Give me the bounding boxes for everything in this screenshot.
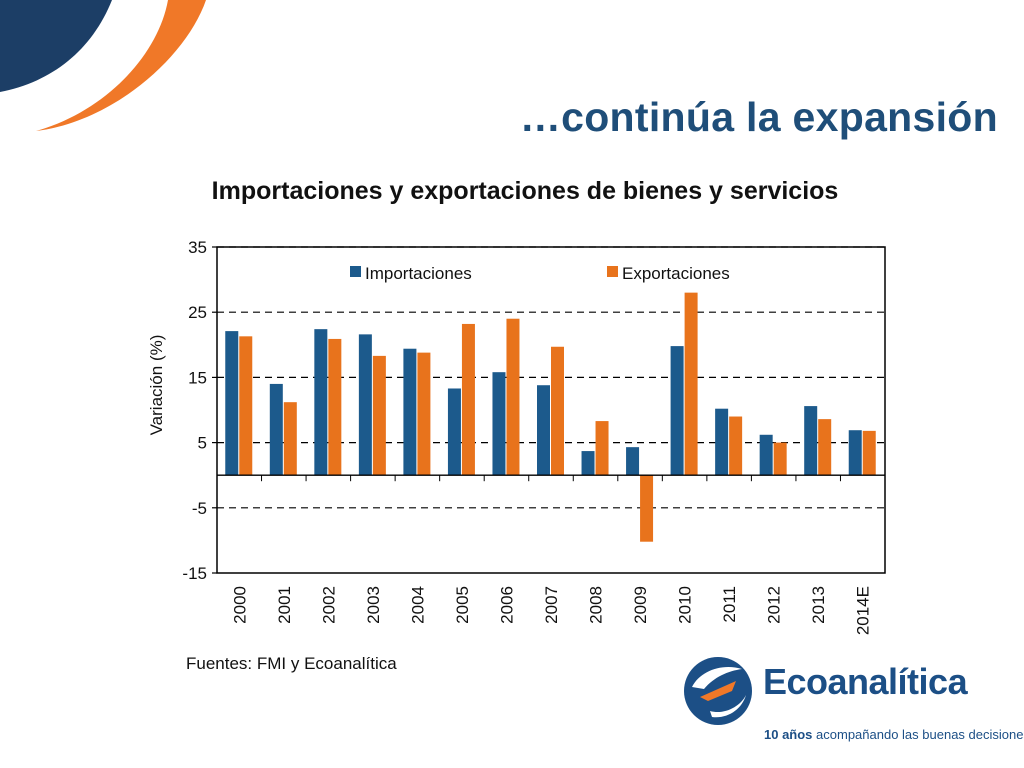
bar-importaciones-2013 bbox=[804, 406, 818, 476]
bar-importaciones-2010 bbox=[670, 346, 684, 476]
ecoanalitica-logo: Ecoanalítica 10 años acompañando las bue… bbox=[680, 645, 1024, 745]
y-tick-label: -15 bbox=[182, 564, 207, 583]
bar-exportaciones-2003 bbox=[372, 355, 386, 476]
bar-exportaciones-2011 bbox=[729, 416, 743, 476]
legend-swatch-exportaciones bbox=[607, 266, 618, 277]
y-tick-label: 25 bbox=[188, 303, 207, 322]
y-tick-label: -5 bbox=[192, 499, 207, 518]
bar-importaciones-2014E bbox=[848, 430, 862, 476]
bar-importaciones-2006 bbox=[492, 372, 506, 476]
x-tick-label: 2007 bbox=[542, 586, 561, 624]
x-tick-label: 2006 bbox=[497, 586, 516, 624]
y-tick-label: 5 bbox=[198, 434, 207, 453]
tagline-rest: acompañando las buenas decisiones bbox=[812, 727, 1024, 742]
bar-exportaciones-2013 bbox=[818, 419, 832, 476]
x-tick-label: 2004 bbox=[408, 586, 427, 624]
plot-frame bbox=[216, 246, 886, 574]
bar-importaciones-2007 bbox=[537, 385, 550, 476]
legend-label-importaciones: Importaciones bbox=[365, 264, 472, 283]
x-tick-label: 2003 bbox=[364, 586, 383, 624]
y-axis-label: Variación (%) bbox=[147, 335, 166, 436]
source-note: Fuentes: FMI y Ecoanalítica bbox=[186, 654, 397, 673]
logo-wordmark: Ecoanalítica bbox=[763, 661, 968, 702]
y-tick-label: 35 bbox=[188, 238, 207, 257]
bar-importaciones-2000 bbox=[225, 331, 239, 476]
bar-importaciones-2008 bbox=[581, 451, 595, 476]
bar-exportaciones-2000 bbox=[239, 336, 253, 476]
x-tick-label: 2001 bbox=[275, 586, 294, 624]
legend-label-exportaciones: Exportaciones bbox=[622, 264, 730, 283]
y-tick-label: 15 bbox=[188, 368, 207, 387]
bar-exportaciones-2006 bbox=[506, 318, 520, 476]
tagline-bold: 10 años bbox=[764, 727, 813, 742]
corner-navy-shape bbox=[0, 0, 112, 92]
legend: Importaciones Exportaciones bbox=[350, 264, 730, 283]
axes bbox=[212, 246, 886, 574]
bar-importaciones-2011 bbox=[715, 408, 729, 476]
x-tick-label: 2002 bbox=[319, 586, 338, 624]
bar-exportaciones-2014E bbox=[862, 430, 876, 476]
chart-title: Importaciones y exportaciones de bienes … bbox=[211, 177, 839, 205]
logo-tagline: 10 años acompañando las buenas decisione… bbox=[764, 727, 1024, 742]
x-tick-label: 2009 bbox=[631, 586, 650, 624]
x-tick-label: 2014E bbox=[854, 586, 873, 635]
bars bbox=[225, 292, 876, 542]
bar-importaciones-2003 bbox=[358, 334, 372, 476]
bar-importaciones-2012 bbox=[759, 434, 773, 476]
bar-importaciones-2004 bbox=[403, 348, 417, 476]
x-tick-label: 2011 bbox=[720, 586, 739, 623]
bar-exportaciones-2009 bbox=[640, 475, 654, 542]
x-tick-label: 2005 bbox=[453, 586, 472, 624]
bar-importaciones-2001 bbox=[269, 383, 283, 476]
bar-exportaciones-2001 bbox=[283, 402, 297, 476]
bar-importaciones-2002 bbox=[314, 329, 328, 476]
corner-orange-swoosh bbox=[36, 0, 206, 131]
x-tick-label: 2013 bbox=[809, 586, 828, 624]
bar-exportaciones-2004 bbox=[417, 352, 431, 476]
bar-exportaciones-2007 bbox=[551, 346, 564, 476]
bar-importaciones-2009 bbox=[626, 447, 640, 476]
bar-exportaciones-2010 bbox=[684, 292, 698, 476]
x-tick-label: 2000 bbox=[230, 586, 249, 624]
x-tick-label: 2012 bbox=[765, 586, 784, 624]
x-tick-label: 2010 bbox=[676, 586, 695, 624]
x-tick-label: 2008 bbox=[587, 586, 606, 624]
bar-exportaciones-2005 bbox=[461, 323, 475, 476]
bar-exportaciones-2002 bbox=[328, 338, 342, 476]
bar-exportaciones-2012 bbox=[773, 442, 787, 476]
slide-title: …continúa la expansión bbox=[519, 94, 998, 140]
labels: 35 25 15 5 -5 -15 Variación (%) 2000 2001 2002 200… bbox=[147, 238, 873, 635]
corner-decoration bbox=[0, 0, 206, 131]
bar-importaciones-2005 bbox=[447, 388, 461, 476]
bar-exportaciones-2008 bbox=[595, 421, 609, 476]
legend-swatch-importaciones bbox=[350, 266, 361, 277]
logo-mark-icon bbox=[684, 657, 752, 725]
